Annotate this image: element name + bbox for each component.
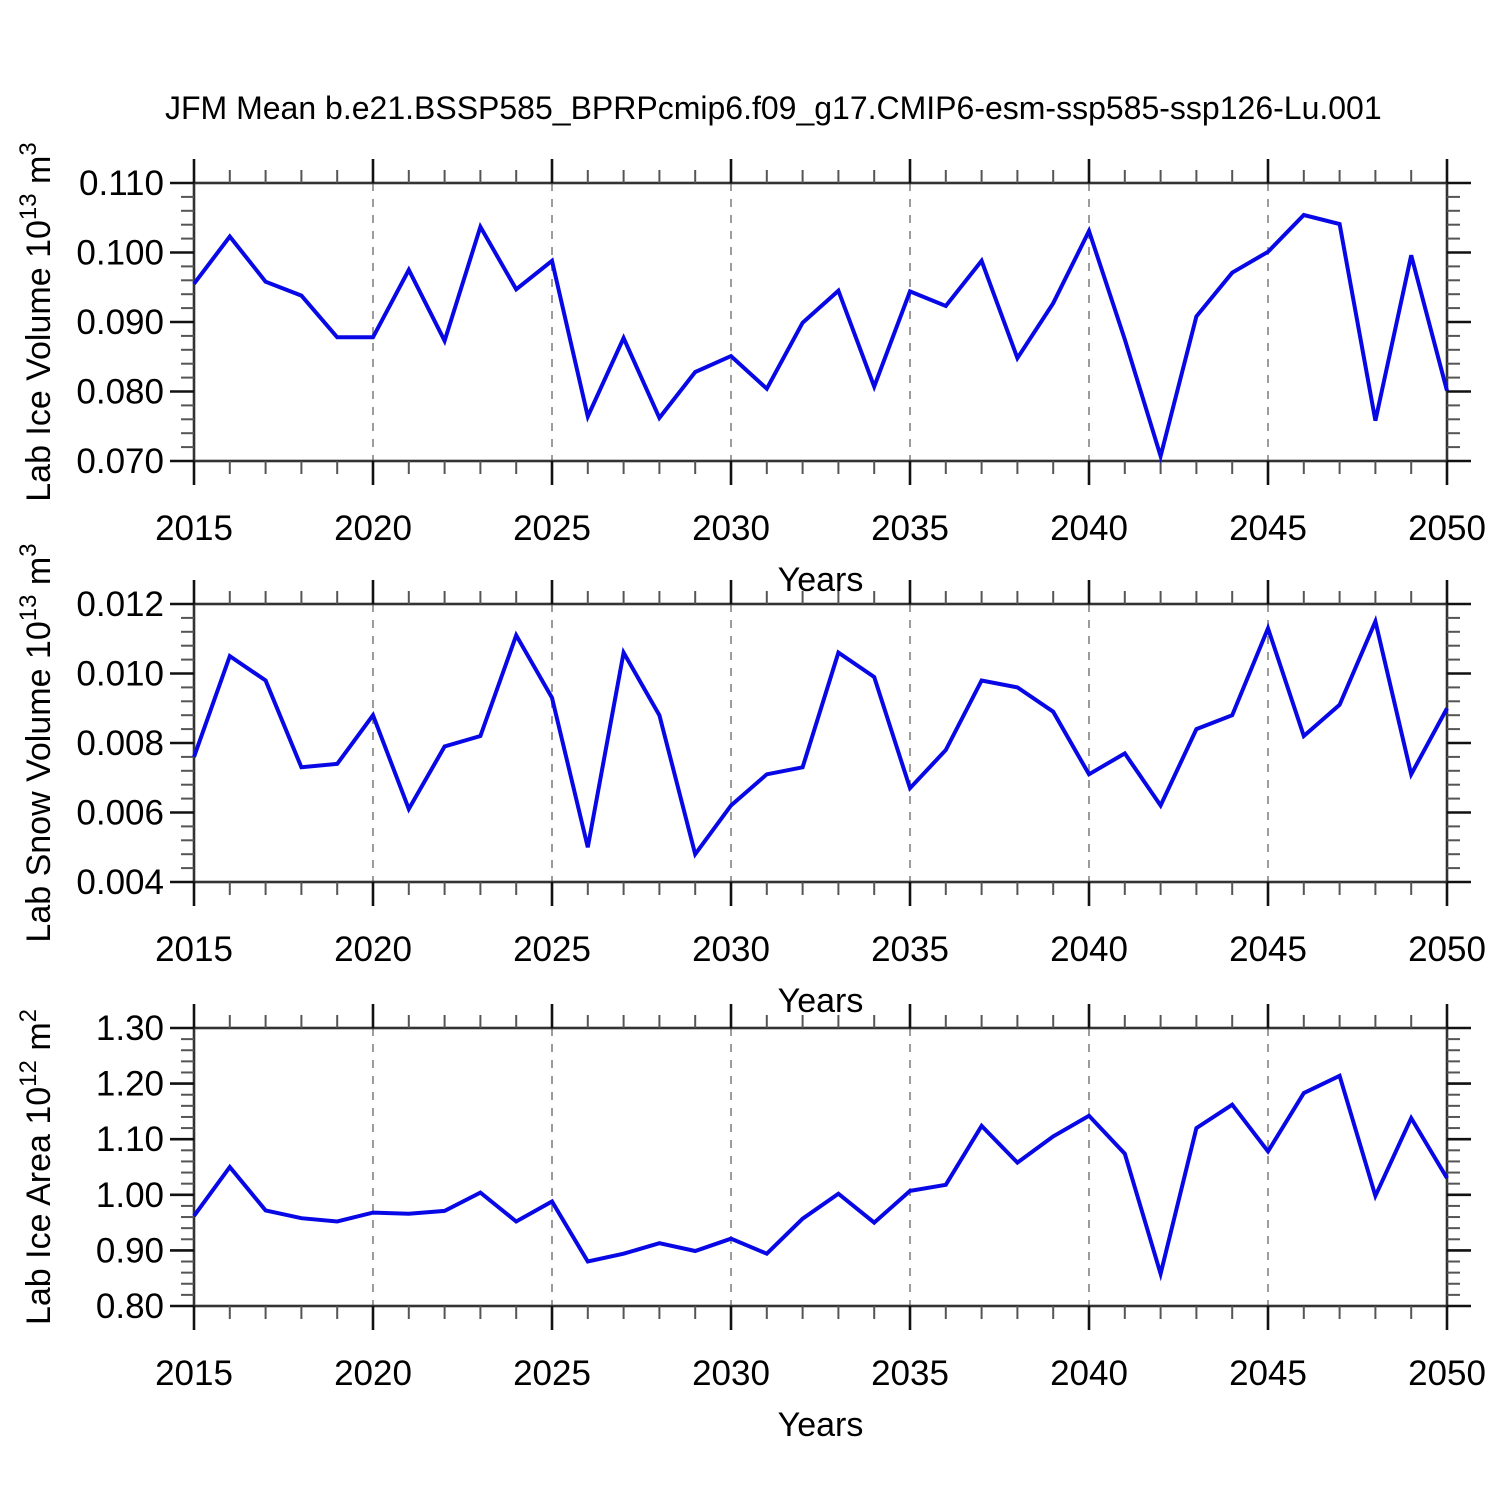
x-tick-label: 2050 (1408, 930, 1486, 969)
y-tick-label: 1.00 (96, 1176, 164, 1215)
chart-lab-ice-area: 2015 2020 2025 2030 2035 2040 2045 2050 0.80 0.90… (15, 1004, 1486, 1444)
x-tick-label: 2045 (1229, 930, 1307, 969)
y-tick-label: 0.006 (76, 794, 164, 833)
y-tick-label: 0.004 (76, 863, 164, 902)
x-tick-label: 2025 (513, 1354, 591, 1393)
y-tick-label: 0.80 (96, 1287, 164, 1326)
x-tick-label: 2025 (513, 509, 591, 548)
x-axis-title: Years (778, 1406, 864, 1444)
x-tick-label: 2035 (871, 1354, 949, 1393)
y-tick-label: 0.080 (76, 373, 164, 412)
y-tick-label: 1.10 (96, 1120, 164, 1159)
x-axis-title: Years (778, 561, 864, 599)
chart-lab-ice-volume: 2015 2020 2025 2030 2035 2040 2045 2050 0.070 0.0… (15, 142, 1486, 599)
x-tick-label: 2020 (334, 930, 412, 969)
x-tick-label: 2050 (1408, 1354, 1486, 1393)
y-axis-title: Lab Ice Volume 1013 m3 (15, 142, 58, 502)
x-tick-label: 2035 (871, 509, 949, 548)
y-tick-label: 0.008 (76, 724, 164, 763)
x-tick-label: 2020 (334, 509, 412, 548)
x-tick-label: 2045 (1229, 1354, 1307, 1393)
y-tick-label: 0.012 (76, 585, 164, 624)
figure-title: JFM Mean b.e21.BSSP585_BPRPcmip6.f09_g17… (165, 90, 1382, 126)
x-tick-label: 2015 (155, 930, 233, 969)
x-tick-label: 2015 (155, 509, 233, 548)
data-line (192, 1072, 1449, 1282)
x-tick-label: 2015 (155, 1354, 233, 1393)
y-tick-label: 0.010 (76, 655, 164, 694)
y-axis-title: Lab Ice Area 1012 m2 (15, 1009, 58, 1325)
x-tick-label: 2030 (692, 1354, 770, 1393)
y-axis-title: Lab Snow Volume 1013 m3 (15, 543, 58, 942)
chart-lab-snow-volume: 2015 2020 2025 2030 2035 2040 2045 2050 0.004 0.0… (15, 543, 1486, 1020)
x-tick-label: 2050 (1408, 509, 1486, 548)
y-tick-label: 0.090 (76, 303, 164, 342)
x-tick-label: 2035 (871, 930, 949, 969)
x-axis-title: Years (778, 982, 864, 1020)
x-tick-label: 2045 (1229, 509, 1307, 548)
x-tick-label: 2020 (334, 1354, 412, 1393)
plot-border (192, 1026, 1449, 1308)
data-line (192, 615, 1449, 859)
y-tick-label: 1.30 (96, 1009, 164, 1048)
x-tick-label: 2030 (692, 509, 770, 548)
data-line (192, 212, 1449, 464)
x-tick-label: 2040 (1050, 509, 1128, 548)
x-tick-label: 2040 (1050, 1354, 1128, 1393)
x-tick-label: 2030 (692, 930, 770, 969)
y-tick-label: 0.100 (76, 234, 164, 273)
y-tick-label: 0.110 (79, 164, 164, 203)
y-tick-label: 0.070 (76, 442, 164, 481)
x-tick-label: 2025 (513, 930, 591, 969)
x-tick-label: 2040 (1050, 930, 1128, 969)
y-tick-label: 1.20 (96, 1065, 164, 1104)
y-tick-label: 0.90 (96, 1231, 164, 1270)
